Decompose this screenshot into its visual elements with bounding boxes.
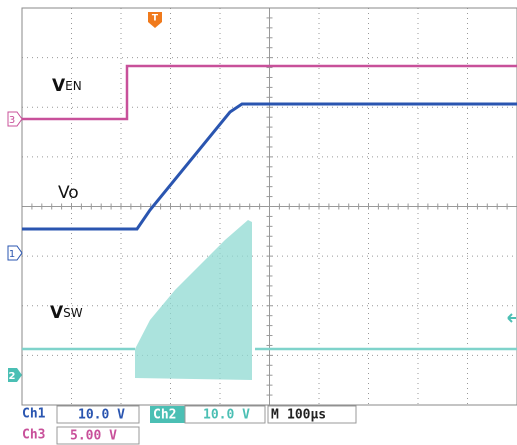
ch1-name: Ch1: [22, 407, 46, 422]
timebase-name: M: [271, 408, 279, 423]
ch3-name: Ch3: [22, 428, 45, 443]
ch1-marker-label: 1: [9, 249, 15, 260]
ch1-scale: 10.0 V: [78, 408, 125, 423]
vsw-sub: SW: [63, 306, 83, 320]
scope-screen: T VEN Vo VSW 3 1 2 Ch1 10.0 V Ch2 10.0 V…: [0, 0, 517, 445]
ven-sub: EN: [65, 79, 82, 93]
ch2-scale: 10.0 V: [203, 408, 250, 423]
ven-main: V: [52, 76, 66, 96]
ch3-scale: 5.00 V: [70, 429, 117, 444]
vsw-main: V: [50, 303, 64, 323]
ch3-marker-label: 3: [9, 115, 15, 126]
vo-label: Vo: [58, 183, 79, 203]
trigger-label: T: [152, 14, 159, 24]
timebase-scale: 100µs: [287, 408, 326, 423]
ch2-marker-label: 2: [9, 371, 16, 382]
ch2-name: Ch2: [153, 408, 176, 423]
